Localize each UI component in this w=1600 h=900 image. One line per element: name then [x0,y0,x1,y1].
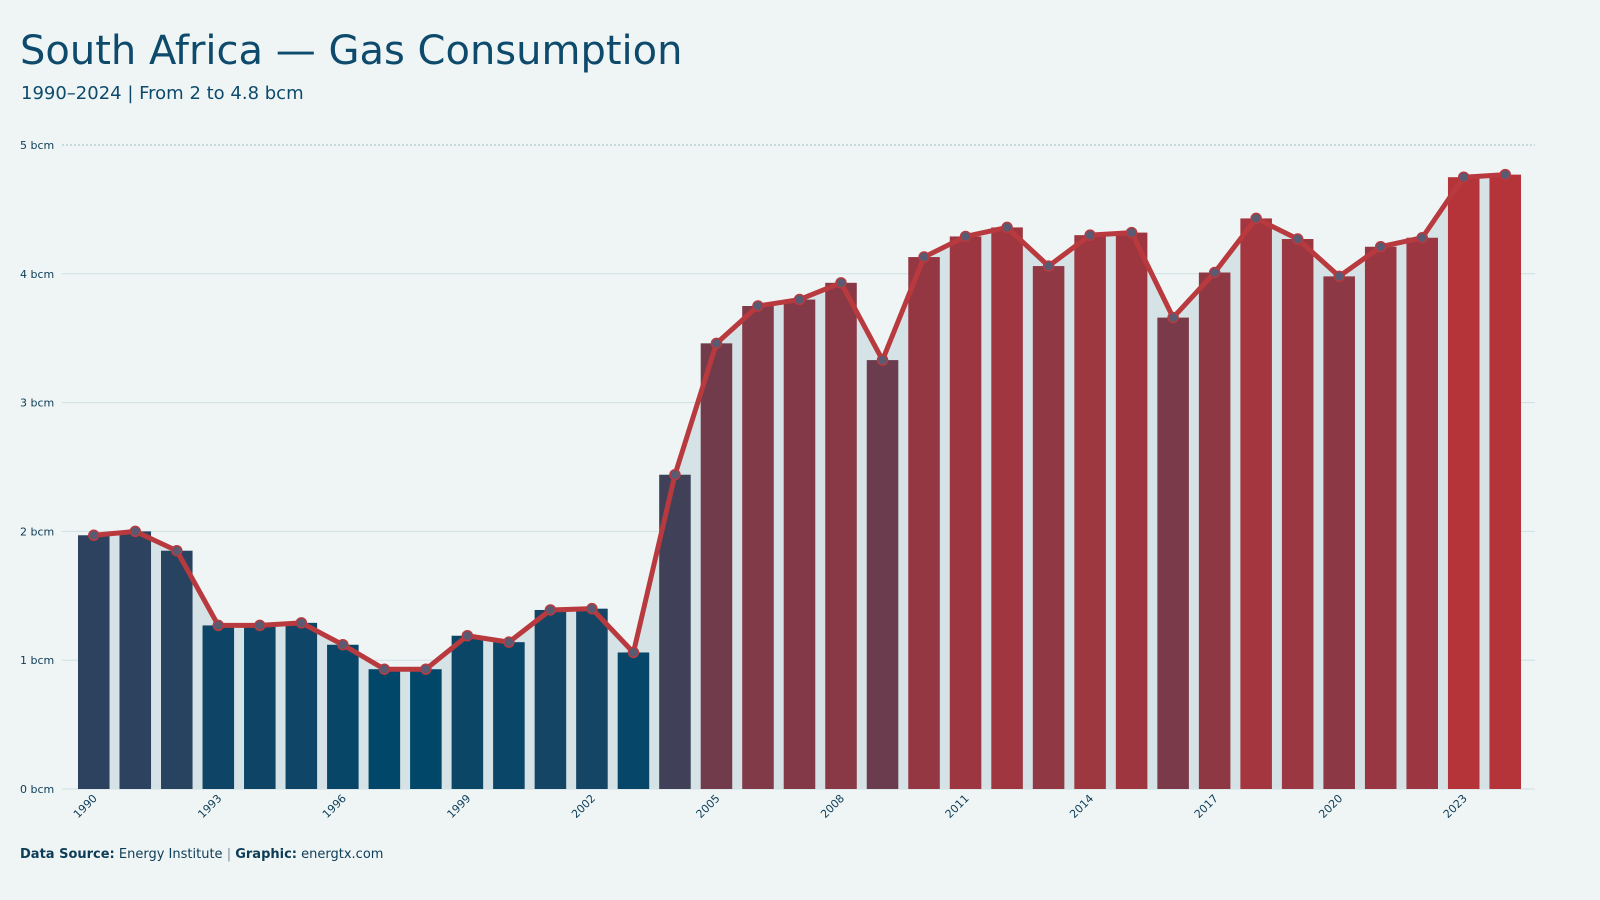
bar [1406,237,1438,790]
bar [908,257,940,789]
bar [368,669,401,789]
point [627,646,640,659]
bar [493,642,525,789]
point [1374,241,1387,253]
x-tick-label: 1990 [71,792,100,821]
point [337,638,349,651]
bar [1198,272,1231,790]
point [669,468,681,481]
point [876,354,889,366]
x-tick-label: 1993 [195,792,224,821]
point [544,604,557,616]
bar [1032,266,1065,789]
y-tick-label: 1 bcm [20,654,54,667]
footer-graphic-label: Graphic: [235,847,297,862]
bar [1240,218,1272,789]
x-tick-label: 2002 [569,792,598,821]
bar [534,609,567,789]
footer-source: Energy Institute [119,847,223,862]
bar [991,227,1023,789]
point [1084,229,1096,241]
bar [700,343,733,789]
bar [119,531,152,789]
bar [742,306,774,789]
bar [410,669,442,789]
bar [327,644,359,789]
y-tick-label: 3 bcm [20,397,54,410]
point [461,629,474,642]
x-tick-label: 1999 [445,792,474,821]
bar [825,282,857,789]
point [503,636,515,648]
point [793,293,806,306]
bar [285,622,318,789]
bar [1281,239,1314,790]
point [420,663,432,675]
bar [77,535,110,789]
bar [1074,235,1106,789]
footer-graphic: energtx.com [301,847,383,862]
point [1416,231,1428,244]
bar [1157,317,1189,789]
footer: Data Source: Energy Institute | Graphic:… [20,847,383,862]
bar [161,550,193,789]
bar [1489,174,1522,789]
x-tick-label: 2005 [694,792,723,821]
point [1499,168,1511,181]
point [378,663,391,675]
bar [783,299,816,789]
y-tick-label: 5 bcm [20,139,54,152]
point [1001,221,1013,234]
point [1333,270,1345,283]
point [752,300,764,312]
x-tick-label: 2014 [1067,792,1096,821]
bar [244,625,276,789]
bar [1323,276,1355,790]
bar [617,652,650,789]
point [835,277,847,289]
x-tick-label: 2020 [1316,792,1345,821]
y-tick-label: 0 bcm [20,783,54,796]
y-tick-label: 2 bcm [20,525,54,538]
chart-subtitle: 1990–2024 | From 2 to 4.8 bcm [21,83,304,104]
chart-title: South Africa — Gas Consumption [20,28,682,74]
point [254,619,266,632]
point [212,619,225,632]
point [1208,266,1221,279]
point [1167,311,1179,324]
x-tick-label: 2008 [818,792,847,821]
footer-separator: | [227,847,231,862]
point [1250,212,1262,225]
bar [1115,232,1148,790]
bar [451,635,484,789]
bar [866,360,899,789]
point [1042,260,1055,272]
bar [576,608,608,789]
point [88,529,100,542]
x-tick-label: 2011 [943,792,972,821]
y-tick-label: 4 bcm [20,268,54,281]
point [959,230,972,243]
point [295,617,308,629]
point [171,544,183,557]
x-tick-label: 2017 [1192,792,1221,821]
point [1291,233,1304,245]
x-tick-label: 1996 [320,792,349,821]
point [1125,226,1138,239]
point [586,602,598,615]
point [1457,171,1470,183]
point [918,251,930,263]
bar [202,625,235,789]
x-tick-label: 2023 [1441,792,1470,821]
footer-source-label: Data Source: [20,847,115,862]
bar [1364,246,1397,789]
bar [949,236,982,789]
point [710,337,723,350]
bar [1447,177,1480,789]
point [129,525,142,538]
